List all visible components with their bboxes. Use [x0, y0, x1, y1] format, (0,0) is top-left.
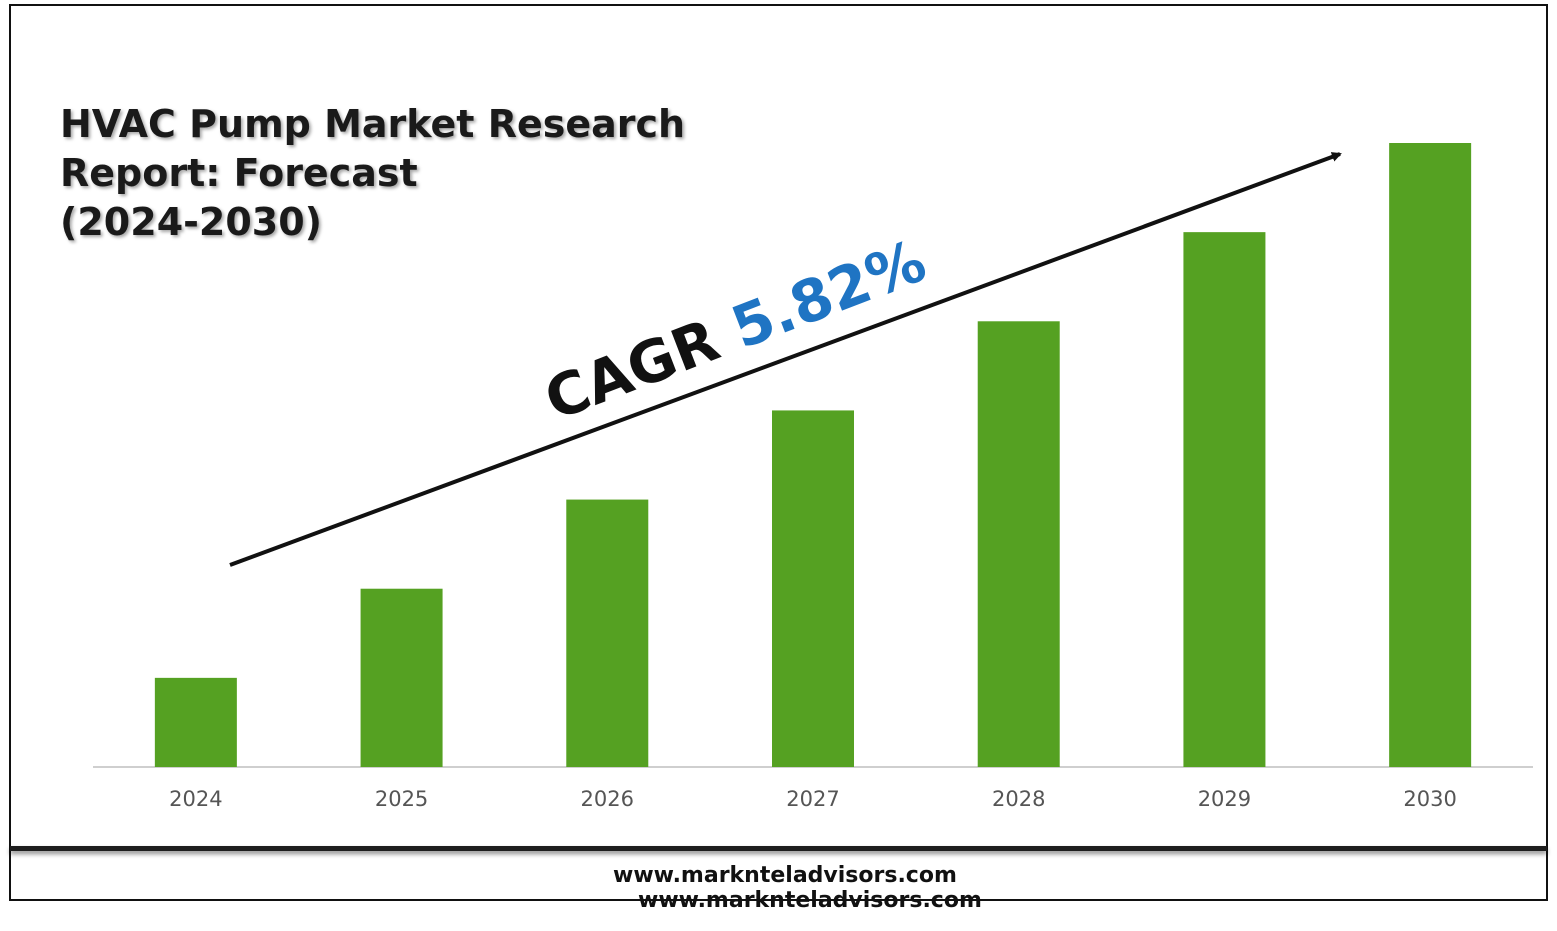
footer-website: www.marknteladvisors.com	[613, 863, 957, 888]
x-tick-label-2025: 2025	[375, 787, 428, 811]
x-tick-label-2027: 2027	[786, 787, 839, 811]
x-tick-label-2030: 2030	[1403, 787, 1456, 811]
bar-2028	[977, 321, 1060, 767]
bar-2029	[1183, 232, 1266, 768]
title-line-2: Report: Forecast	[60, 151, 418, 195]
bar-2026	[566, 499, 649, 767]
x-tick-label-2024: 2024	[169, 787, 222, 811]
bar-2025	[360, 588, 443, 767]
chart-title: HVAC Pump Market Research Report: Foreca…	[60, 100, 685, 247]
chart-frame	[9, 4, 1548, 901]
title-line-1: HVAC Pump Market Research	[60, 102, 686, 146]
footer-website-duplicate: www.marknteladvisors.com	[638, 888, 982, 913]
x-tick-label-2029: 2029	[1198, 787, 1251, 811]
footer-separator	[10, 846, 1547, 851]
x-tick-labels: 2024 2025 2026 2027 2028 2029 2030	[169, 787, 1457, 811]
bar-2027	[772, 410, 854, 767]
title-line-3: (2024-2030)	[60, 200, 323, 244]
bar-2030	[1389, 143, 1472, 767]
trend-arrow	[229, 152, 1342, 567]
x-tick-label-2028: 2028	[992, 787, 1045, 811]
bar-2024	[154, 677, 237, 767]
x-tick-label-2026: 2026	[581, 787, 634, 811]
bars-group	[154, 143, 1472, 768]
